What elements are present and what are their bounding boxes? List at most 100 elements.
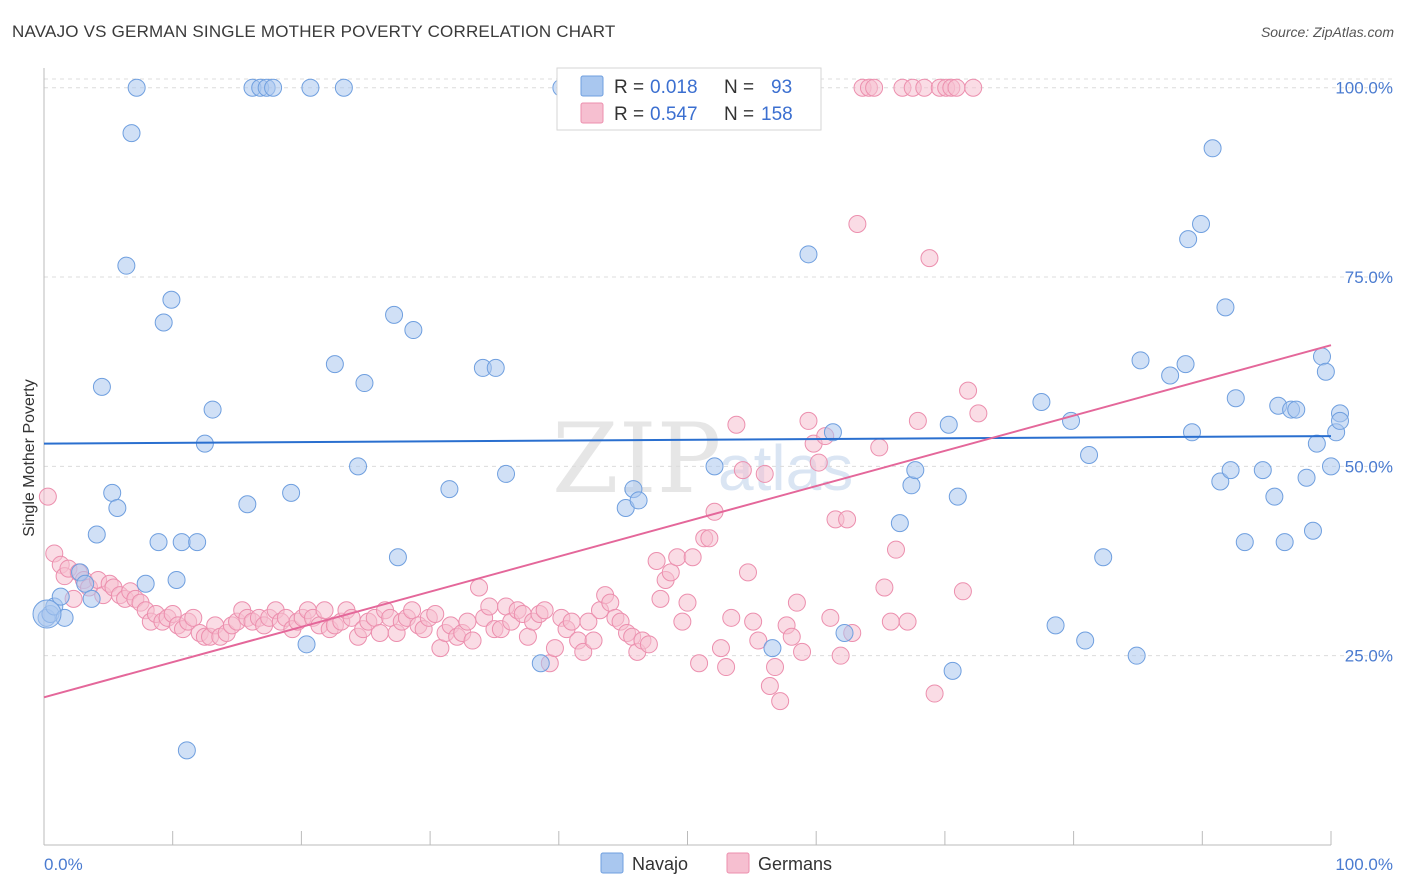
navajo-point-18	[162, 290, 181, 309]
x-tick-label-0: 0.0%	[44, 855, 83, 874]
german-point-114	[661, 563, 680, 582]
navajo-point-36	[355, 374, 374, 393]
navajo-point-71	[1183, 423, 1202, 442]
german-point-132	[760, 676, 779, 695]
y-tick-label-0: 25.0%	[1345, 647, 1393, 666]
navajo-point-59	[948, 487, 967, 506]
navajo-point-35	[349, 457, 368, 476]
german-point-125	[722, 608, 741, 627]
german-series	[38, 78, 988, 711]
navajo-point-70	[1179, 230, 1198, 249]
german-point-159	[908, 411, 927, 430]
german-point-100	[584, 631, 603, 650]
german-point-146	[838, 510, 857, 529]
navajo-point-78	[1235, 533, 1254, 552]
german-point-123	[711, 639, 730, 658]
x-tick-labels: 0.0% 100.0%	[44, 855, 1393, 874]
trend-lines	[43, 344, 1332, 699]
german-point-91	[535, 601, 554, 620]
navajo-point-44	[531, 654, 550, 673]
german-point-126	[727, 415, 746, 434]
german-point-169	[964, 78, 983, 97]
german-point-166	[947, 78, 966, 97]
legend-box: R = 0.018 N = 93 R = 0.547 N = 158	[556, 67, 822, 131]
y-tick-label-3: 100.0%	[1335, 79, 1393, 98]
chart-title: NAVAJO VS GERMAN SINGLE MOTHER POVERTY C…	[12, 22, 616, 41]
navajo-point-15	[136, 574, 155, 593]
legend-r-value-german: 0.547	[650, 104, 698, 125]
german-point-161	[920, 249, 939, 268]
navajo-point-52	[823, 423, 842, 442]
german-point-119	[690, 654, 709, 673]
navajo-point-22	[188, 533, 207, 552]
navajo-point-29	[264, 78, 283, 97]
navajo-point-14	[127, 78, 146, 97]
navajo-point-6	[76, 574, 95, 593]
navajo-point-77	[1226, 389, 1245, 408]
navajo-point-67	[1131, 351, 1150, 370]
navajo-point-17	[154, 313, 173, 332]
german-point-131	[755, 464, 774, 483]
german-point-127	[733, 461, 752, 480]
navajo-point-50	[763, 639, 782, 658]
navajo-point-34	[334, 78, 353, 97]
navajo-point-42	[486, 358, 505, 377]
navajo-point-58	[943, 661, 962, 680]
german-point-139	[799, 411, 818, 430]
navajo-point-65	[1094, 548, 1113, 567]
navajo-point-39	[404, 321, 423, 340]
legend-r-value-navajo: 0.018	[650, 77, 698, 98]
legend-n-value-german: 158	[761, 104, 793, 125]
german-point-152	[870, 438, 889, 457]
bottom-legend-label-navajo: Navajo	[632, 854, 688, 874]
german-point-136	[782, 627, 801, 646]
y-tick-labels: 25.0% 50.0% 75.0% 100.0%	[1335, 79, 1393, 666]
german-point-51	[315, 601, 334, 620]
navajo-point-66	[1127, 646, 1146, 665]
navajo-point-82	[1275, 533, 1294, 552]
bottom-legend-label-german: Germans	[758, 854, 832, 874]
german-point-116	[673, 612, 692, 631]
navajo-trend-line	[43, 435, 1332, 445]
navajo-point-8	[87, 525, 106, 544]
navajo-point-38	[388, 548, 407, 567]
navajo-point-88	[1312, 347, 1331, 366]
german-point-61	[370, 623, 389, 642]
german-trend-line	[43, 344, 1332, 699]
navajo-point-16	[149, 533, 168, 552]
navajo-point-90	[1322, 457, 1340, 476]
german-point-0	[38, 487, 57, 506]
navajo-point-19	[167, 570, 186, 589]
navajo-point-85	[1297, 468, 1316, 487]
german-point-137	[787, 593, 806, 612]
navajo-series	[32, 78, 1349, 760]
german-point-117	[678, 593, 697, 612]
y-tick-label-2: 75.0%	[1345, 268, 1393, 287]
german-point-133	[766, 658, 785, 677]
german-point-118	[683, 548, 702, 567]
navajo-point-33	[325, 355, 344, 374]
bottom-legend: Navajo Germans	[600, 852, 832, 874]
german-point-79	[470, 578, 489, 597]
navajo-point-69	[1176, 355, 1195, 374]
german-point-67	[403, 601, 422, 620]
german-point-81	[480, 597, 499, 616]
german-point-112	[651, 589, 670, 608]
navajo-point-31	[297, 635, 316, 654]
legend-n-label-navajo: N =	[724, 77, 754, 98]
legend-swatch-navajo	[580, 75, 604, 97]
chart-source: Source: ZipAtlas.com	[1260, 24, 1394, 40]
navajo-point-79	[1253, 461, 1272, 480]
navajo-point-10	[103, 483, 122, 502]
y-axis-title: Single Mother Poverty	[21, 379, 38, 536]
navajo-point-40	[440, 480, 459, 499]
navajo-point-73	[1203, 139, 1222, 158]
navajo-point-13	[122, 124, 141, 143]
navajo-point-76	[1221, 461, 1240, 480]
navajo-point-48	[629, 491, 648, 510]
bottom-legend-swatch-navajo	[600, 852, 624, 874]
navajo-point-72	[1192, 215, 1211, 234]
german-point-93	[545, 639, 564, 658]
navajo-point-20	[172, 533, 191, 552]
